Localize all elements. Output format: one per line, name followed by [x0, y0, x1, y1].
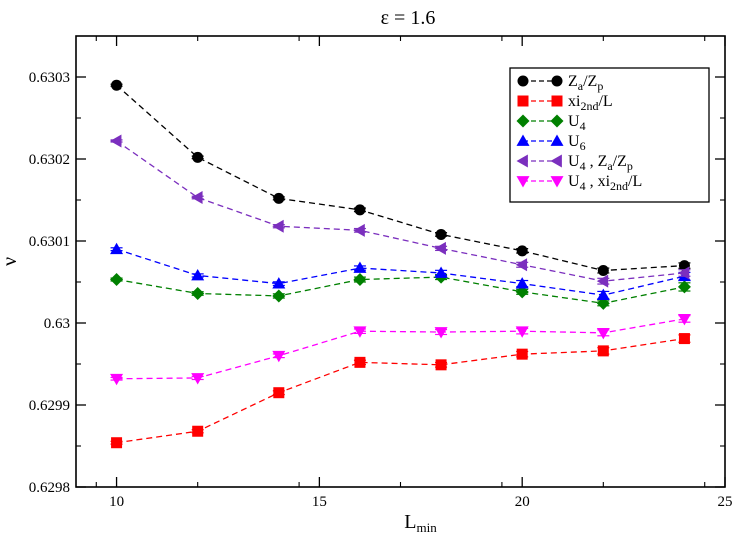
legend-marker — [551, 75, 563, 87]
data-point — [111, 437, 123, 449]
legend-marker — [550, 154, 562, 168]
legend-marker — [551, 95, 563, 107]
data-point — [435, 359, 447, 371]
series-line — [116, 276, 685, 304]
data-point — [515, 326, 529, 338]
data-point — [678, 333, 690, 345]
data-point — [353, 326, 367, 338]
legend-label: xi2nd/L — [568, 93, 613, 113]
data-point — [516, 348, 528, 360]
legend-marker — [550, 134, 564, 146]
data-point — [515, 258, 528, 272]
legend-marker — [516, 114, 530, 128]
data-point — [191, 373, 205, 385]
data-point — [354, 204, 366, 216]
legend-marker — [516, 176, 530, 188]
data-point — [596, 288, 610, 300]
data-point — [597, 265, 609, 277]
y-tick-label: 0.6299 — [29, 398, 70, 414]
data-point — [434, 266, 448, 278]
data-point — [110, 242, 124, 255]
y-tick-label: 0.63 — [44, 316, 70, 332]
data-point — [353, 261, 367, 273]
data-point — [354, 356, 366, 368]
data-point — [435, 228, 447, 240]
data-point — [273, 192, 285, 204]
y-tick-label: 0.6303 — [29, 70, 70, 86]
data-point — [192, 425, 204, 437]
x-tick-label: 25 — [718, 494, 733, 510]
legend-label: U4 , Za/Zp — [568, 153, 633, 173]
data-point — [272, 219, 284, 233]
data-point — [110, 373, 124, 386]
legend-marker — [517, 75, 529, 87]
data-point — [353, 223, 365, 237]
data-point — [597, 345, 609, 357]
series-line — [116, 84, 685, 272]
data-point — [515, 277, 529, 289]
data-point — [353, 273, 367, 287]
y-tick-label: 0.6302 — [29, 152, 70, 168]
data-point — [272, 350, 286, 363]
series-5 — [110, 314, 691, 386]
legend-box — [509, 67, 710, 203]
legend-label: U6 — [568, 133, 586, 153]
data-point — [191, 191, 203, 205]
data-point — [434, 327, 448, 339]
data-point — [434, 241, 446, 255]
legend-label: U4 , xi2nd/L — [568, 173, 642, 193]
x-tick-label: 15 — [312, 494, 327, 510]
legend-marker — [516, 154, 528, 168]
data-point — [110, 273, 124, 287]
data-point — [272, 289, 286, 303]
data-point — [192, 151, 204, 163]
data-point — [677, 314, 691, 326]
plot-area — [110, 79, 691, 449]
legend-marker — [550, 176, 564, 188]
y-axis-title: ν — [0, 257, 21, 266]
data-point — [191, 268, 205, 281]
legend-marker — [550, 114, 564, 128]
series-line — [116, 248, 685, 296]
axes: 10 15 20 25 0.6298 0.6299 0.63 0.6301 0.6302 0.63… — [0, 35, 733, 535]
series-line — [116, 140, 685, 282]
data-point — [191, 286, 205, 300]
data-point — [110, 134, 122, 148]
data-point — [596, 327, 610, 340]
chart-title: ε = 1.6 — [381, 7, 436, 29]
data-point — [111, 79, 123, 91]
x-axis-title: Lmin — [404, 511, 437, 535]
data-point — [596, 274, 609, 288]
series-1 — [110, 333, 691, 449]
x-tick-label: 10 — [109, 494, 124, 510]
data-point — [515, 285, 529, 299]
data-point — [677, 266, 690, 280]
legend-marker — [517, 95, 529, 107]
series-line — [116, 318, 685, 380]
data-point — [516, 245, 528, 257]
y-tick-label: 0.6298 — [29, 480, 70, 496]
y-tick-label: 0.6301 — [29, 234, 70, 250]
x-tick-label: 20 — [515, 494, 530, 510]
data-point — [272, 277, 286, 289]
legend-label: Za/Zp — [568, 73, 603, 93]
data-point — [273, 387, 285, 399]
data-point — [677, 280, 691, 294]
data-point — [596, 296, 610, 310]
legend-label: U4 — [568, 113, 586, 133]
legend-marker — [516, 134, 530, 146]
series-4 — [110, 134, 691, 288]
